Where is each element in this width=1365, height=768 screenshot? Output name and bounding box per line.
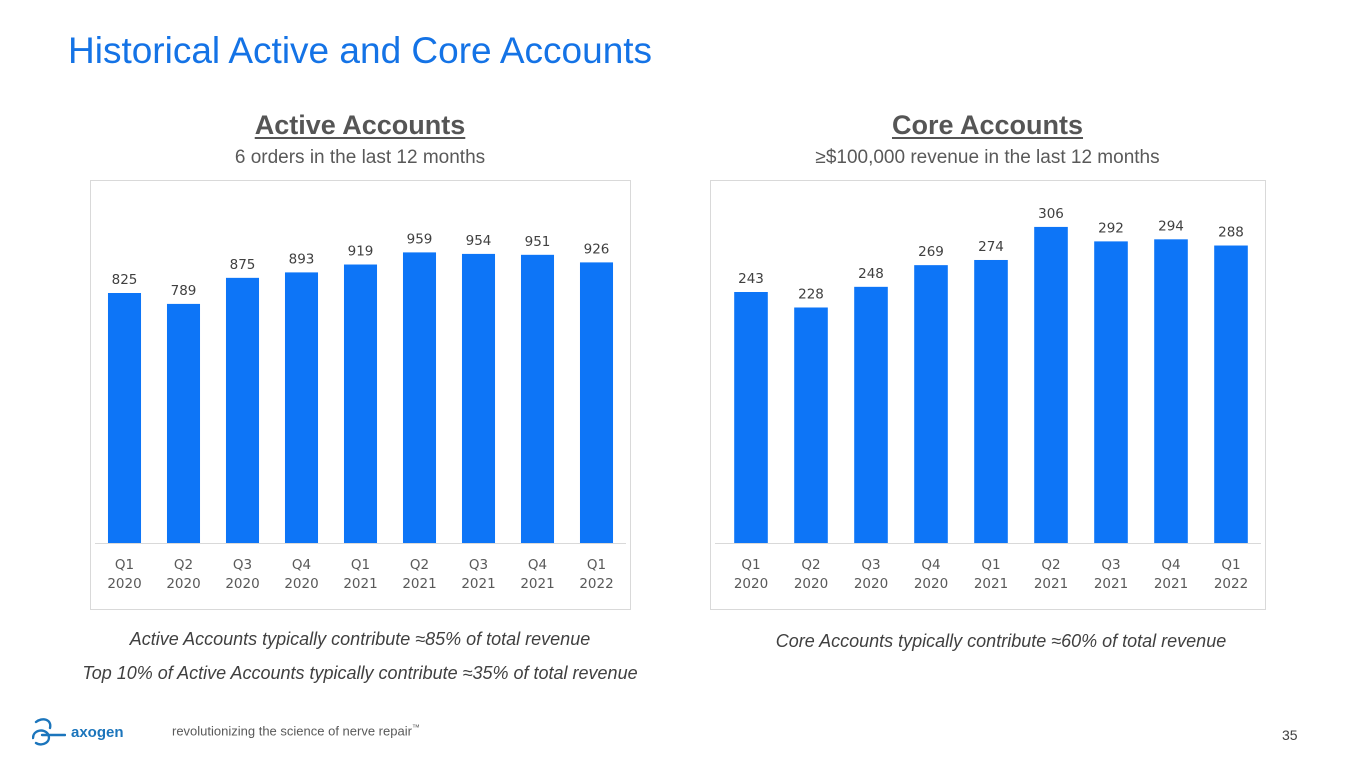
bar-q2-2020 [166, 303, 201, 543]
core-accounts-title: Core Accounts [891, 110, 1084, 140]
x-tick-quarter: Q4 [292, 557, 311, 573]
active-note-top10: Top 10% of Active Accounts typically con… [82, 663, 638, 683]
x-tick-quarter: Q3 [469, 557, 488, 573]
x-tick-year: 2021 [343, 576, 377, 592]
bar-q2-2020 [794, 307, 828, 543]
bar-q1-2020 [734, 292, 768, 543]
core-accounts-header: Core Accounts ≥$100,000 revenue in the l… [710, 110, 1265, 169]
bar-q3-2021 [1094, 241, 1128, 543]
bar-q1-2022 [1214, 245, 1248, 543]
bar-q2-2021 [402, 252, 437, 544]
x-tick-quarter: Q4 [921, 557, 940, 573]
x-tick-year: 2020 [284, 576, 318, 592]
x-tick-quarter: Q3 [1101, 557, 1120, 573]
data-label: 959 [407, 231, 433, 247]
core-accounts-subtitle: ≥$100,000 revenue in the last 12 months [815, 147, 1160, 168]
x-tick-year: 2021 [1154, 576, 1188, 592]
core-accounts-chart-svg: 243 Q1 2020 228 Q2 2020 248 Q3 2020 269 Q4 2020 274 Q… [715, 206, 1261, 592]
x-tick-quarter: Q1 [1221, 557, 1240, 573]
x-tick-quarter: Q4 [1161, 557, 1180, 573]
bar-q4-2020 [914, 265, 948, 543]
x-tick-quarter: Q3 [861, 557, 880, 573]
x-tick-quarter: Q1 [587, 557, 606, 573]
x-tick-year: 2021 [1034, 576, 1068, 592]
data-label: 292 [1098, 220, 1124, 236]
bar-q3-2021 [461, 253, 496, 543]
trademark-mark: ™ [411, 723, 420, 732]
axogen-logo-icon [32, 718, 66, 746]
data-label: 789 [171, 283, 197, 299]
slide-title: Historical Active and Core Accounts [68, 30, 653, 71]
bar-q4-2021 [1154, 239, 1188, 543]
x-tick-year: 2021 [974, 576, 1008, 592]
x-tick-year: 2020 [914, 576, 948, 592]
x-tick-year: 2020 [734, 576, 768, 592]
x-tick-year: 2020 [794, 576, 828, 592]
x-tick-year: 2022 [579, 576, 613, 592]
active-accounts-subtitle: 6 orders in the last 12 months [234, 147, 486, 168]
data-label: 954 [466, 233, 492, 249]
x-tick-year: 2021 [1094, 576, 1128, 592]
axogen-logo: axogen [32, 716, 124, 748]
footer-tagline: revolutionizing the science of nerve rep… [172, 723, 420, 738]
data-label: 294 [1158, 218, 1184, 234]
tagline-text: revolutionizing the science of nerve rep… [172, 723, 412, 739]
active-note-revenue: Active Accounts typically contribute ≈85… [129, 629, 591, 649]
data-label: 951 [525, 234, 551, 250]
active-accounts-header: Active Accounts 6 orders in the last 12 … [90, 110, 630, 169]
bar-q1-2020 [107, 293, 142, 543]
data-label: 306 [1038, 206, 1064, 222]
x-tick-quarter: Q2 [1041, 557, 1060, 573]
x-tick-year: 2020 [225, 576, 259, 592]
x-tick-year: 2021 [461, 576, 495, 592]
data-label: 926 [584, 241, 610, 257]
data-label: 228 [798, 286, 824, 302]
x-tick-year: 2020 [166, 576, 200, 592]
page-number: 35 [1282, 727, 1298, 743]
core-note-revenue: Core Accounts typically contribute ≈60% … [775, 631, 1227, 651]
x-tick-year: 2020 [854, 576, 888, 592]
data-label: 243 [738, 271, 764, 287]
x-tick-quarter: Q1 [115, 557, 134, 573]
data-label: 875 [230, 257, 256, 273]
x-tick-quarter: Q1 [351, 557, 370, 573]
x-tick-quarter: Q4 [528, 557, 547, 573]
data-label: 893 [289, 251, 315, 267]
active-accounts-chart: 825 Q1 2020 789 Q2 2020 875 Q3 2020 893 Q4 2020 919 Q… [90, 180, 631, 610]
x-tick-quarter: Q1 [981, 557, 1000, 573]
x-tick-year: 2022 [1214, 576, 1248, 592]
x-tick-year: 2021 [520, 576, 554, 592]
x-tick-quarter: Q2 [801, 557, 820, 573]
bar-q4-2020 [284, 272, 319, 543]
axogen-logo-text: axogen [71, 723, 124, 741]
data-label: 248 [858, 266, 884, 282]
active-accounts-chart-svg: 825 Q1 2020 789 Q2 2020 875 Q3 2020 893 Q4 2020 919 Q… [95, 231, 626, 592]
x-tick-year: 2021 [402, 576, 436, 592]
active-accounts-title: Active Accounts [254, 110, 466, 140]
x-tick-quarter: Q2 [174, 557, 193, 573]
bar-q1-2021 [974, 259, 1008, 543]
bar-q1-2022 [579, 262, 614, 543]
data-label: 288 [1218, 225, 1244, 241]
x-tick-year: 2020 [107, 576, 141, 592]
x-tick-quarter: Q3 [233, 557, 252, 573]
core-accounts-chart: 243 Q1 2020 228 Q2 2020 248 Q3 2020 269 Q4 2020 274 Q… [710, 180, 1266, 610]
data-label: 825 [112, 272, 138, 288]
x-tick-quarter: Q2 [410, 557, 429, 573]
data-label: 919 [348, 244, 374, 260]
bar-q3-2020 [854, 286, 888, 543]
bar-q2-2021 [1034, 226, 1068, 543]
x-tick-quarter: Q1 [741, 557, 760, 573]
bar-q1-2021 [343, 264, 378, 543]
data-label: 274 [978, 239, 1004, 255]
bar-q4-2021 [520, 254, 555, 543]
bar-q3-2020 [225, 277, 260, 543]
data-label: 269 [918, 244, 944, 260]
